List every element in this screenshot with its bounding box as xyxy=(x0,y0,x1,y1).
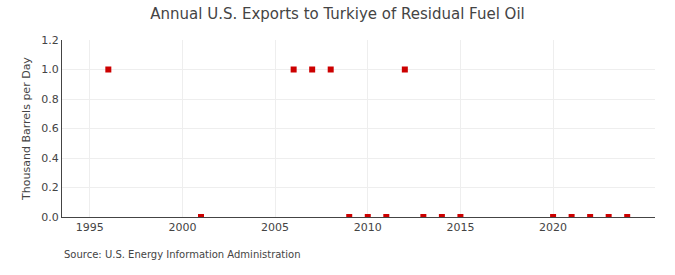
svg-text:2020: 2020 xyxy=(539,221,567,234)
svg-text:1.0: 1.0 xyxy=(41,63,59,76)
svg-text:0.4: 0.4 xyxy=(41,152,59,165)
svg-text:2005: 2005 xyxy=(261,221,289,234)
svg-text:Annual U.S. Exports to Turkiye: Annual U.S. Exports to Turkiye of Residu… xyxy=(150,5,524,23)
svg-text:1.2: 1.2 xyxy=(41,34,59,47)
svg-text:1995: 1995 xyxy=(76,221,104,234)
svg-text:Thousand Barrels per Day: Thousand Barrels per Day xyxy=(20,57,33,201)
svg-text:0.6: 0.6 xyxy=(41,122,59,135)
svg-text:2000: 2000 xyxy=(168,221,196,234)
svg-text:0.8: 0.8 xyxy=(41,93,59,106)
svg-text:0.2: 0.2 xyxy=(41,181,59,194)
svg-text:2015: 2015 xyxy=(446,221,474,234)
svg-text:0.0: 0.0 xyxy=(41,211,59,224)
svg-text:Source: U.S. Energy Informatio: Source: U.S. Energy Information Administ… xyxy=(64,249,301,260)
svg-text:2010: 2010 xyxy=(354,221,382,234)
